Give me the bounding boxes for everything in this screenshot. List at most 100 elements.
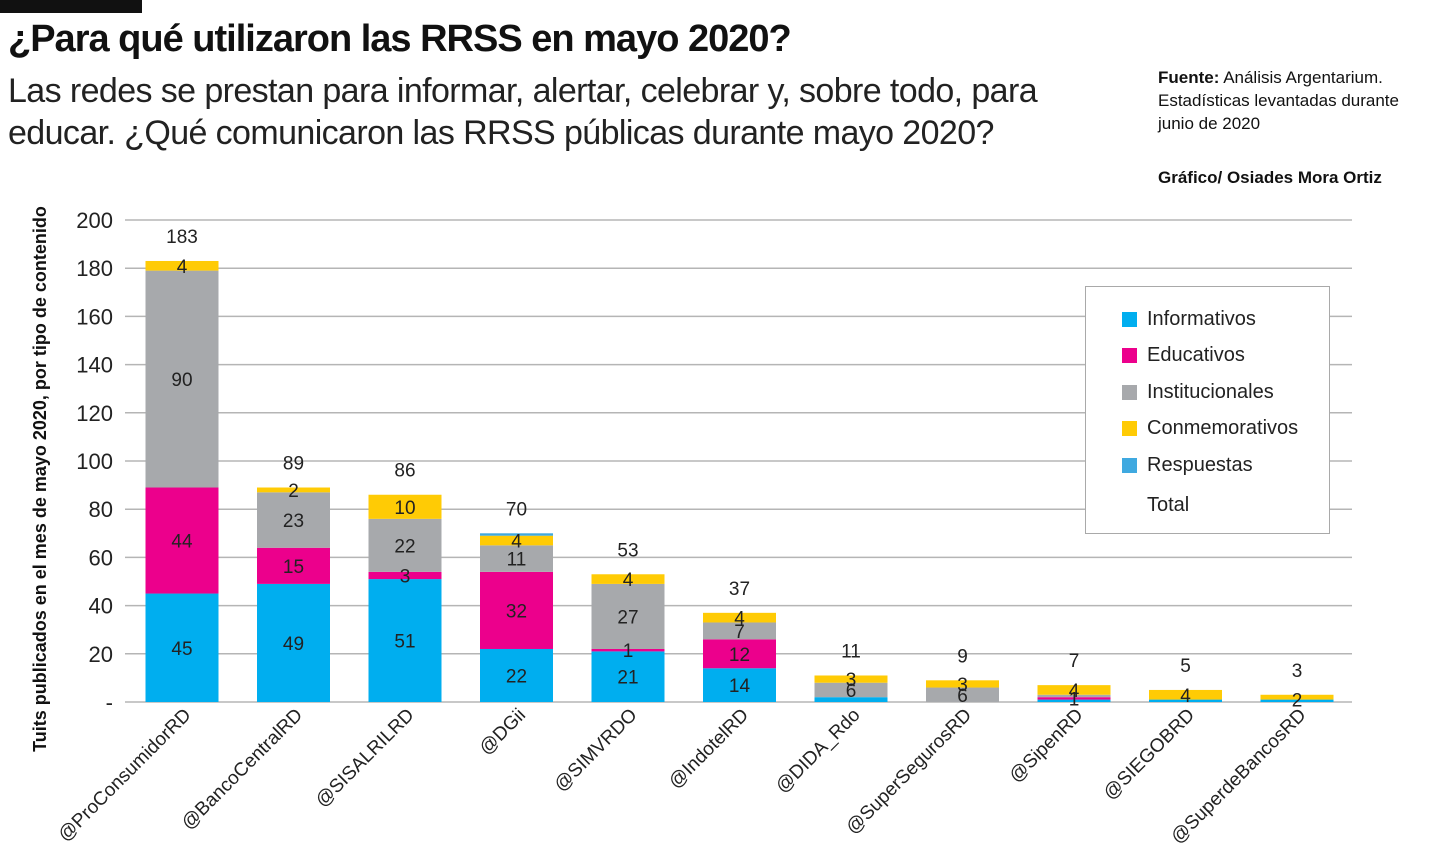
y-tick-label: 100 xyxy=(76,449,113,474)
bar-segment xyxy=(368,579,442,702)
bar-segment xyxy=(480,533,553,536)
y-tick-label: 80 xyxy=(89,497,113,522)
bar-segment xyxy=(1037,694,1111,698)
bar-segment xyxy=(1149,689,1222,700)
segment-value-label: 45 xyxy=(171,639,192,660)
segment-value-label: 4 xyxy=(511,532,522,553)
y-tick-label: 160 xyxy=(76,304,113,329)
bar-segment xyxy=(1149,699,1222,702)
segment-value-label: 22 xyxy=(394,536,415,557)
chart-title: ¿Para qué utilizaron las RRSS en mayo 20… xyxy=(8,18,792,60)
bar-segment xyxy=(145,270,219,488)
segment-value-label: 21 xyxy=(617,668,638,689)
segment-value-label: 3 xyxy=(846,670,857,691)
legend-item: Conmemorativos xyxy=(1122,416,1298,442)
bar-segment xyxy=(145,260,219,271)
category-label: @SISALRILRD xyxy=(312,705,419,812)
value-labels: 4544904183491523289513221086223211470211… xyxy=(166,227,1302,712)
legend-label: Informativos xyxy=(1147,307,1256,330)
bar-segment xyxy=(591,648,665,652)
segment-value-label: 11 xyxy=(507,550,527,571)
bar-segment xyxy=(480,535,553,546)
source-note: Fuente: Análisis Argentarium. Estadístic… xyxy=(1158,66,1428,135)
segment-value-label: 44 xyxy=(171,532,193,553)
total-value-label: 3 xyxy=(1292,661,1303,682)
segment-value-label: 4 xyxy=(734,609,745,630)
bar-segment xyxy=(1260,699,1334,702)
y-tick-label: 120 xyxy=(76,401,113,426)
segment-value-label: 4 xyxy=(177,257,188,278)
total-value-label: 53 xyxy=(617,540,638,561)
segment-value-label: 4 xyxy=(1069,681,1080,702)
total-value-label: 183 xyxy=(166,227,198,248)
bar-segment xyxy=(257,583,330,702)
segment-value-label: 10 xyxy=(394,498,415,519)
bar-segment xyxy=(1037,699,1111,702)
bar-segment xyxy=(1260,694,1334,700)
segment-value-label: 6 xyxy=(957,686,968,707)
bar-segment xyxy=(926,680,999,688)
source-text: Análisis Argentarium. Estadísticas levan… xyxy=(1158,68,1399,133)
y-tick-label: 20 xyxy=(89,642,113,667)
legend-swatch xyxy=(1122,498,1137,513)
legend-label: Educativos xyxy=(1147,344,1245,366)
segment-value-label: 90 xyxy=(171,370,192,391)
bar-segment xyxy=(145,593,219,702)
segment-value-label: 4 xyxy=(1180,686,1191,707)
bar-segment xyxy=(703,639,776,669)
segment-value-label: 1 xyxy=(623,641,634,662)
segment-value-label: 32 xyxy=(506,601,527,622)
segment-value-label: 1 xyxy=(1069,689,1080,710)
chart-subtitle: Las redes se prestan para informar, aler… xyxy=(8,72,1038,152)
y-tick-label: 200 xyxy=(76,208,113,233)
category-label: @IndotelRD xyxy=(665,705,753,793)
segment-value-label: 49 xyxy=(283,634,304,655)
category-label: @BancoCentralRD xyxy=(178,705,307,834)
category-label: @SIMVRDO xyxy=(550,705,641,796)
segment-value-label: 2 xyxy=(1292,691,1303,712)
legend-swatch xyxy=(1122,311,1137,327)
y-axis-title: Tuits publicados en el mes de mayo 2020,… xyxy=(30,206,50,752)
bars xyxy=(145,260,1334,702)
x-axis-labels: @ProConsumidorRD@BancoCentralRD @SISALRIL… xyxy=(54,705,1310,849)
legend-swatch xyxy=(1122,421,1137,436)
segment-value-label: 6 xyxy=(846,681,857,702)
category-label: @SipenRD xyxy=(1005,705,1087,787)
total-value-label: 7 xyxy=(1069,651,1080,672)
bar-segment xyxy=(703,622,776,640)
bar-segment xyxy=(591,574,665,584)
bar-segment xyxy=(1037,685,1111,695)
bar-segment xyxy=(591,651,665,702)
y-tick-label: 180 xyxy=(76,256,113,281)
bar-segment xyxy=(703,612,776,623)
y-tick-label: 40 xyxy=(89,594,113,619)
header-accent-bar xyxy=(0,0,142,13)
y-axis-ticks: - 20 40 60 80 100 120 140 160 180 200 xyxy=(76,208,113,715)
bar-segment xyxy=(703,668,776,702)
y-tick-label: - xyxy=(106,690,113,715)
bar-segment xyxy=(480,545,553,572)
legend-label: Institucionales xyxy=(1147,380,1274,403)
chart-credit: Gráfico/ Osiades Mora Ortiz xyxy=(1158,168,1382,187)
bar-segment xyxy=(926,687,999,702)
source-label: Fuente: xyxy=(1158,68,1220,87)
segment-value-label: 4 xyxy=(623,570,634,591)
segment-value-label: 51 xyxy=(394,632,415,653)
bar-segment xyxy=(814,675,888,683)
total-value-label: 70 xyxy=(506,499,527,520)
total-value-label: 37 xyxy=(729,579,750,600)
legend-label: Conmemorativos xyxy=(1147,417,1299,439)
bar-segment xyxy=(591,583,665,649)
legend-label: Respuestas xyxy=(1147,453,1253,476)
segment-value-label: 15 xyxy=(283,557,304,578)
bar-segment xyxy=(814,682,888,698)
bar-segment xyxy=(368,518,442,572)
bar-segment xyxy=(145,487,219,594)
bar-segment xyxy=(257,487,330,493)
total-value-label: 11 xyxy=(841,641,861,662)
segment-value-label: 14 xyxy=(729,676,751,697)
legend-swatch xyxy=(1122,457,1137,473)
segment-value-label: 7 xyxy=(734,622,745,643)
bar-segment xyxy=(257,492,330,548)
